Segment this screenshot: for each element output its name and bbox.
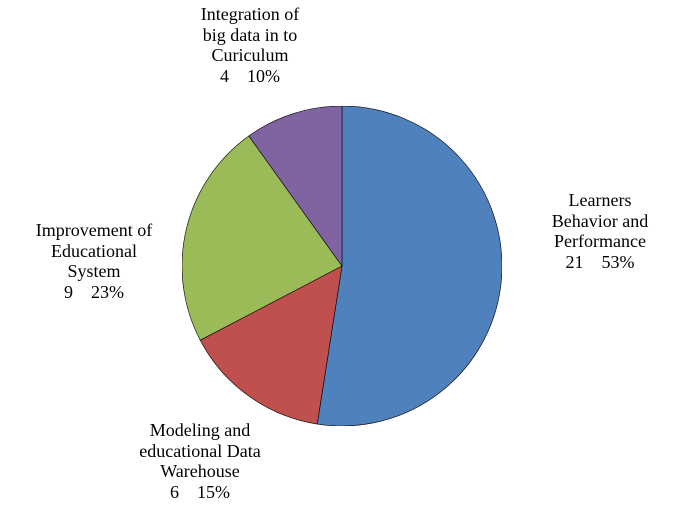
pie-label-line: Learners	[520, 190, 680, 211]
pie-label-count: 9	[64, 282, 73, 302]
pie-label-percent: 10%	[247, 66, 280, 86]
pie-label-values: 21 53%	[520, 252, 680, 273]
pie-chart-container: LearnersBehavior andPerformance21 53% Mod…	[0, 0, 685, 522]
pie-label-learners: LearnersBehavior andPerformance21 53%	[520, 190, 680, 273]
pie-label-line: Performance	[520, 231, 680, 252]
pie-slice-learners	[317, 106, 502, 426]
pie-label-line: big data in to	[160, 25, 340, 46]
pie-label-percent: 53%	[602, 252, 635, 272]
pie-label-integration: Integration ofbig data in toCuriculum4 1…	[160, 4, 340, 87]
pie-label-percent: 15%	[197, 482, 230, 502]
pie-label-improvement: Improvement ofEducationalSystem9 23%	[4, 220, 184, 303]
pie-label-line: Curiculum	[160, 45, 340, 66]
pie-label-line: System	[4, 261, 184, 282]
pie-chart-svg	[182, 106, 502, 426]
pie-label-values: 6 15%	[100, 482, 300, 503]
pie-label-count: 21	[566, 252, 584, 272]
pie-label-line: Improvement of	[4, 220, 184, 241]
pie-label-line: educational Data	[100, 441, 300, 462]
pie-label-line: Educational	[4, 241, 184, 262]
pie-label-line: Warehouse	[100, 461, 300, 482]
pie-label-values: 9 23%	[4, 282, 184, 303]
pie-label-values: 4 10%	[160, 66, 340, 87]
pie-label-line: Behavior and	[520, 211, 680, 232]
pie-label-count: 6	[170, 482, 179, 502]
pie-label-modeling: Modeling andeducational DataWarehouse6 1…	[100, 420, 300, 503]
pie-label-count: 4	[220, 66, 229, 86]
pie-label-percent: 23%	[91, 282, 124, 302]
pie-label-line: Integration of	[160, 4, 340, 25]
